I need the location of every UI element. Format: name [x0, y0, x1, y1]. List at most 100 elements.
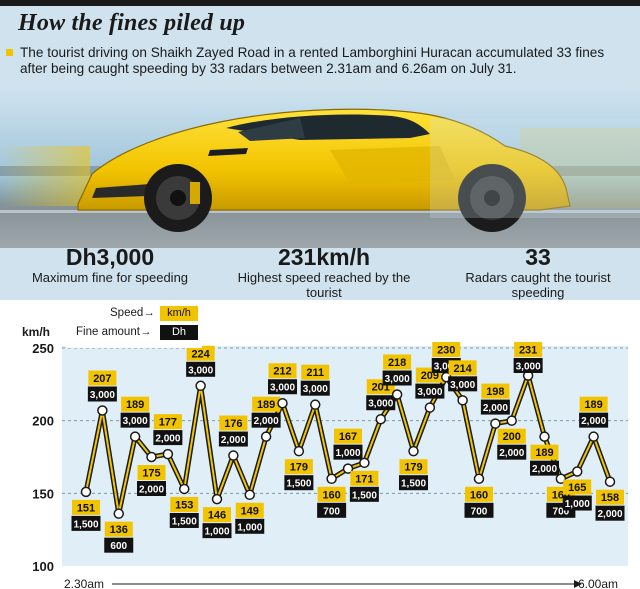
speed-value-label: 153 — [175, 499, 193, 511]
fine-value-label: 3,000 — [434, 362, 459, 373]
fine-label-box — [137, 481, 166, 496]
speed-label-box — [497, 428, 526, 444]
fine-value-label: 2,000 — [581, 416, 606, 427]
speed-value-label: 146 — [208, 510, 226, 522]
speed-label-box — [530, 444, 559, 460]
speed-label-box — [399, 459, 428, 475]
stat-top-speed: 231km/h Highest speed reached by the tou… — [236, 244, 412, 300]
y-tick-label: 250 — [32, 341, 54, 356]
fine-label-box — [71, 515, 101, 531]
speed-value-label: 200 — [503, 431, 521, 443]
stat-label: Radars caught the tourist speeding — [465, 270, 611, 300]
speed-label-box — [88, 370, 117, 386]
fine-label-box — [562, 495, 592, 511]
speed-label-box — [186, 345, 215, 361]
speed-value-label: 179 — [290, 462, 308, 474]
fine-value-label: 1,000 — [565, 499, 590, 510]
speed-label-box — [317, 486, 346, 502]
speed-value-label: 189 — [535, 447, 553, 459]
page-title: How the fines piled up — [18, 10, 246, 36]
fine-value-label: 700 — [471, 506, 488, 517]
speed-label-box — [596, 489, 624, 505]
speed-label-box — [284, 459, 313, 475]
fine-value-label: 3,000 — [385, 374, 410, 385]
fine-value-label: 1,500 — [172, 516, 197, 527]
speed-point — [162, 448, 174, 460]
y-tick-label: 200 — [32, 414, 54, 429]
speed-point — [539, 431, 550, 442]
arrow-right-icon: → — [143, 307, 155, 319]
fine-value-label: 3,000 — [90, 390, 115, 401]
speed-label-box — [432, 342, 461, 357]
speed-point — [260, 431, 272, 442]
fine-value-label: 1,500 — [286, 479, 311, 490]
speed-value-label: 158 — [601, 492, 619, 504]
speed-value-label: 149 — [241, 505, 259, 517]
fine-value-label: 1,000 — [237, 522, 262, 533]
fine-label-box — [382, 370, 412, 386]
speed-point — [211, 493, 223, 505]
speed-point — [408, 445, 419, 457]
y-axis-label: km/h — [22, 325, 50, 339]
fine-label-box — [284, 475, 314, 491]
speed-value-label: 189 — [257, 399, 275, 411]
fine-label-box — [202, 523, 232, 539]
fine-label-box — [579, 412, 609, 428]
fine-value-label: 600 — [110, 541, 127, 552]
stat-value: 231km/h — [277, 244, 371, 270]
fine-value-label: 2,000 — [221, 435, 246, 446]
speed-label-box — [137, 465, 166, 480]
car-illustration — [0, 88, 640, 248]
y-tick-label: 150 — [32, 486, 54, 501]
fine-value-label: 3,000 — [450, 380, 475, 391]
fine-label-box — [120, 412, 150, 428]
fine-label-box — [415, 383, 445, 399]
speed-point — [195, 380, 206, 392]
speed-point — [588, 431, 599, 442]
fine-label-box — [235, 518, 265, 534]
speed-label-box — [334, 428, 362, 444]
stat-label: Highest speed reached by the tourist — [237, 270, 411, 300]
speed-value-label: 189 — [584, 399, 602, 411]
fine-label-box — [251, 412, 281, 428]
speed-value-label: 160 — [322, 489, 340, 501]
speed-point — [113, 508, 124, 519]
fine-label-box — [595, 505, 625, 521]
speed-label-box — [563, 479, 592, 495]
speed-value-label: 198 — [486, 386, 504, 398]
speed-value-label: 230 — [437, 345, 455, 357]
speed-value-label: 171 — [355, 473, 373, 485]
fine-label-box — [530, 460, 559, 476]
speed-value-label: 177 — [159, 417, 177, 429]
fine-value-label: 700 — [323, 506, 340, 517]
fine-label-box — [87, 386, 117, 402]
speed-label-box — [235, 502, 264, 518]
speed-value-label: 209 — [421, 370, 439, 382]
fine-label-box — [186, 361, 216, 377]
speed-label-box — [203, 507, 231, 523]
fine-label-box — [300, 380, 330, 396]
speed-point — [228, 450, 239, 461]
fine-label-box — [513, 358, 543, 373]
fine-value-label: 2,000 — [139, 485, 164, 496]
fine-label-box — [268, 379, 297, 395]
intro-paragraph: The tourist driving on Shaikh Zayed Road… — [20, 45, 605, 76]
legend-speed: Speed→ — [110, 307, 155, 319]
speed-point — [342, 463, 354, 474]
fine-label-box — [317, 502, 347, 518]
stat-value: Dh3,000 — [65, 244, 155, 270]
speed-point — [375, 413, 386, 425]
legend-speed-label: Speed — [110, 307, 144, 319]
legend-fine: Fine amount→ — [76, 326, 151, 338]
speed-point — [490, 418, 501, 429]
speed-label-box — [301, 364, 330, 380]
speed-point — [506, 415, 517, 426]
speed-point — [457, 395, 468, 406]
fine-value-label: 3,000 — [368, 399, 393, 410]
legend-speed-swatch: km/h — [160, 306, 198, 321]
speed-label-box — [465, 486, 493, 502]
speed-value-label: 207 — [93, 373, 111, 385]
speed-label-box — [121, 396, 150, 412]
speed-value-label: 211 — [306, 367, 324, 379]
intro-text: The tourist driving on Shaikh Zayed Road… — [6, 45, 630, 77]
